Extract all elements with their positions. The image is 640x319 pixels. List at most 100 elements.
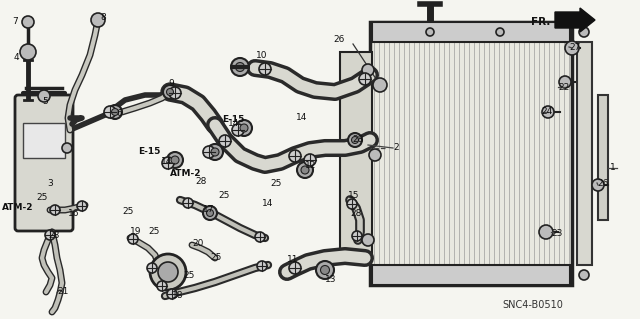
Circle shape: [158, 262, 178, 282]
Text: 25: 25: [218, 191, 229, 201]
Circle shape: [232, 124, 244, 136]
Text: 25: 25: [36, 194, 47, 203]
Text: 25: 25: [122, 206, 133, 216]
Circle shape: [128, 234, 138, 244]
Text: 23: 23: [551, 228, 563, 238]
Text: 25: 25: [210, 254, 221, 263]
Circle shape: [289, 150, 301, 162]
Text: 28: 28: [48, 231, 60, 240]
Circle shape: [91, 13, 105, 27]
Circle shape: [22, 16, 34, 28]
Circle shape: [104, 106, 116, 118]
Circle shape: [289, 262, 301, 274]
Circle shape: [166, 88, 173, 95]
Text: SNC4-B0510: SNC4-B0510: [502, 300, 563, 310]
Circle shape: [236, 63, 244, 71]
Text: 27: 27: [569, 42, 580, 51]
Bar: [577, 42, 592, 265]
Circle shape: [362, 234, 374, 246]
Polygon shape: [555, 8, 595, 32]
Text: 7: 7: [12, 18, 18, 26]
Circle shape: [352, 231, 362, 241]
Circle shape: [150, 254, 186, 290]
Text: FR.: FR.: [531, 17, 550, 27]
Circle shape: [559, 76, 571, 88]
Circle shape: [321, 265, 330, 275]
Text: 14: 14: [296, 114, 307, 122]
Text: 10: 10: [256, 51, 268, 61]
Circle shape: [304, 154, 316, 166]
Text: 13: 13: [325, 275, 337, 284]
Circle shape: [207, 144, 223, 160]
Circle shape: [167, 152, 183, 168]
Circle shape: [169, 87, 181, 99]
Circle shape: [496, 28, 504, 36]
Text: 19: 19: [130, 227, 141, 236]
Circle shape: [211, 148, 219, 156]
Text: ATM-2: ATM-2: [2, 203, 33, 211]
Circle shape: [348, 133, 362, 147]
Text: 5: 5: [42, 98, 48, 107]
Text: E-15: E-15: [222, 115, 244, 124]
Circle shape: [111, 108, 118, 115]
Circle shape: [316, 261, 334, 279]
Circle shape: [347, 199, 357, 209]
Circle shape: [38, 90, 50, 102]
Text: 22: 22: [558, 83, 569, 92]
Circle shape: [539, 225, 553, 239]
Text: 16: 16: [68, 210, 79, 219]
Circle shape: [373, 78, 387, 92]
Circle shape: [426, 28, 434, 36]
Text: 14: 14: [228, 120, 239, 129]
Circle shape: [542, 106, 554, 118]
Circle shape: [359, 73, 371, 85]
Text: 28: 28: [195, 177, 206, 187]
Circle shape: [255, 232, 265, 242]
Circle shape: [147, 263, 157, 273]
Text: ATM-2: ATM-2: [170, 169, 202, 179]
Text: 15: 15: [348, 191, 360, 201]
Circle shape: [171, 156, 179, 164]
Text: 14: 14: [161, 158, 172, 167]
Circle shape: [207, 210, 214, 217]
Bar: [370, 22, 572, 285]
Text: E-15: E-15: [138, 147, 161, 157]
Circle shape: [579, 270, 589, 280]
Circle shape: [297, 162, 313, 178]
FancyBboxPatch shape: [15, 95, 73, 231]
Text: 2: 2: [393, 144, 399, 152]
Circle shape: [579, 27, 589, 37]
Circle shape: [162, 157, 174, 169]
Circle shape: [163, 85, 177, 99]
Circle shape: [50, 205, 60, 215]
Bar: [372, 22, 570, 42]
Text: 12: 12: [305, 160, 316, 169]
Circle shape: [203, 146, 215, 158]
Circle shape: [157, 281, 167, 291]
Text: 17: 17: [203, 204, 214, 213]
Circle shape: [351, 137, 358, 144]
Circle shape: [183, 198, 193, 208]
Text: 18: 18: [172, 291, 184, 300]
Circle shape: [62, 143, 72, 153]
Circle shape: [257, 261, 267, 271]
Circle shape: [108, 105, 122, 119]
Text: 26: 26: [333, 35, 344, 44]
Text: 26: 26: [597, 179, 609, 188]
Text: 8: 8: [100, 13, 106, 23]
Circle shape: [362, 64, 374, 76]
Text: 25: 25: [270, 179, 282, 188]
Text: 28: 28: [350, 210, 362, 219]
Text: 11: 11: [287, 256, 298, 264]
Text: 25: 25: [183, 271, 195, 279]
Text: 24: 24: [541, 108, 552, 116]
Circle shape: [219, 135, 231, 147]
Circle shape: [236, 120, 252, 136]
Text: 1: 1: [610, 164, 616, 173]
Bar: [340, 52, 372, 255]
Text: 3: 3: [47, 179, 52, 188]
Bar: [598, 95, 608, 220]
Circle shape: [240, 124, 248, 132]
Text: 28: 28: [352, 135, 364, 144]
Circle shape: [369, 149, 381, 161]
